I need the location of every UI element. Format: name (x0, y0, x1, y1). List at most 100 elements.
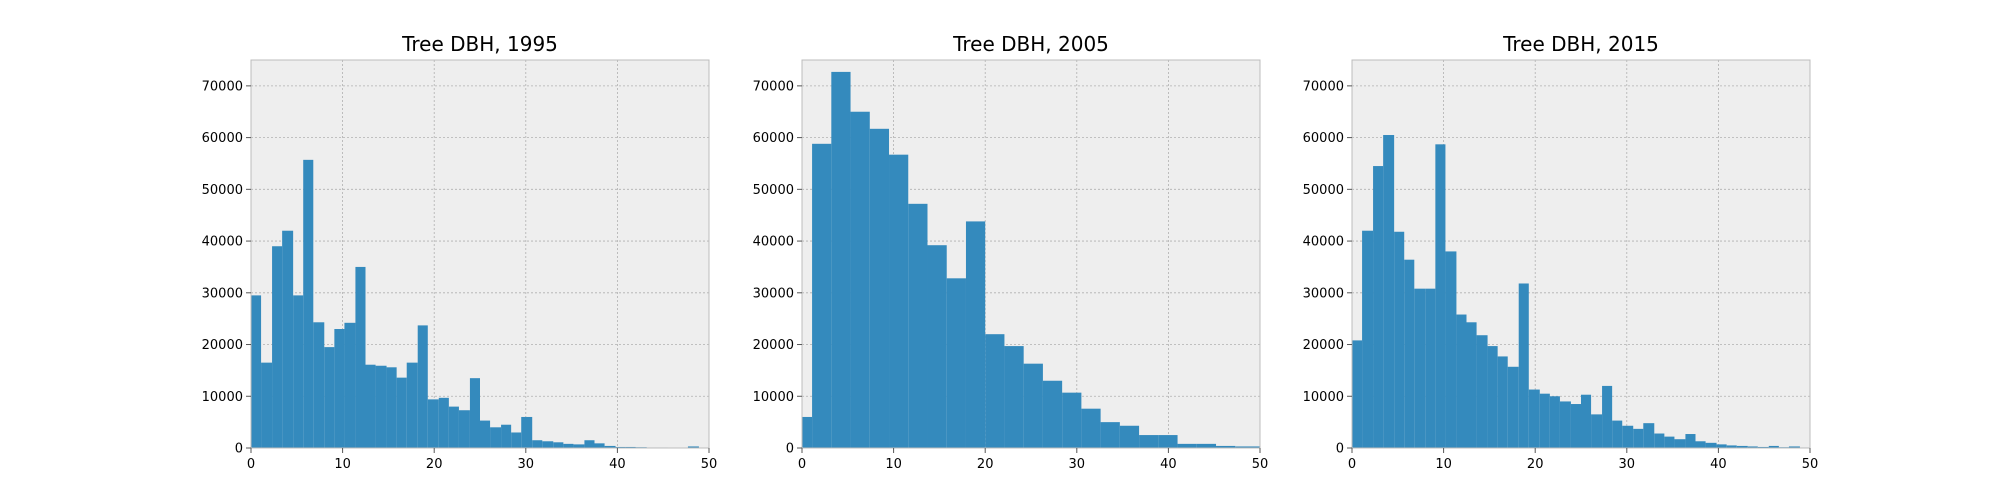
y-tick-label: 50000 (202, 183, 243, 198)
histogram-bar (1507, 366, 1519, 448)
histogram-bar (1788, 446, 1800, 448)
histogram-bar (282, 230, 294, 448)
histogram-bar (1685, 434, 1696, 448)
histogram-bar (521, 416, 533, 448)
histogram-bar (1425, 288, 1436, 448)
histogram-bar (1216, 445, 1236, 448)
histogram-bar (1414, 288, 1426, 448)
histogram-bar (448, 406, 459, 448)
histogram-bar (625, 446, 636, 448)
histogram-bar (480, 420, 491, 448)
histogram-bar (1559, 401, 1571, 448)
x-tick-label: 10 (885, 457, 902, 472)
histogram-bar (375, 365, 387, 448)
y-tick-label: 70000 (202, 79, 243, 94)
histogram-bar (355, 266, 366, 448)
y-tick-label: 30000 (753, 286, 794, 301)
histogram-bar (1612, 420, 1623, 448)
y-tick-label: 60000 (202, 131, 243, 146)
x-tick-label: 30 (1069, 457, 1086, 472)
y-tick-label: 20000 (202, 338, 243, 353)
histogram-bar (1373, 166, 1384, 448)
histogram-bar (406, 362, 418, 448)
x-tick-label: 40 (1710, 457, 1727, 472)
y-tick-label: 30000 (202, 286, 243, 301)
x-tick-label: 20 (1527, 457, 1544, 472)
histogram-bar (1196, 443, 1217, 448)
histogram-bar (1023, 363, 1043, 448)
histogram-bar (1705, 442, 1717, 448)
x-tick-label: 30 (1619, 457, 1636, 472)
histogram-bar (1456, 314, 1467, 448)
y-tick-label: 10000 (753, 390, 794, 405)
histogram-bar (1581, 394, 1592, 448)
histogram-bar (1004, 346, 1024, 448)
histogram-bar (1383, 135, 1395, 448)
histogram-bar (1768, 445, 1779, 448)
x-tick-label: 30 (518, 457, 535, 472)
histogram-bar (1528, 389, 1540, 448)
histogram-bar (261, 362, 273, 448)
histogram-bar (1643, 423, 1655, 448)
histogram-bar (965, 221, 986, 448)
histogram-bar (1445, 251, 1457, 448)
histogram-bar (594, 443, 605, 448)
x-tick-label: 20 (977, 457, 994, 472)
histogram-bar (1362, 230, 1374, 448)
histogram-bar (985, 334, 1005, 448)
histogram-bar (908, 203, 928, 448)
histogram-bar (946, 278, 966, 448)
y-tick-label: 40000 (753, 235, 794, 250)
histogram-bar (1062, 392, 1082, 448)
histogram-bar (615, 446, 626, 448)
histogram-bar (396, 377, 407, 448)
histogram-bar (511, 432, 522, 448)
y-tick-label: 0 (1336, 442, 1344, 457)
histogram-bar (831, 71, 851, 448)
x-tick-label: 50 (1802, 457, 1819, 472)
histogram-bar (889, 154, 909, 448)
y-tick-label: 50000 (1303, 183, 1344, 198)
x-tick-label: 40 (1160, 457, 1177, 472)
chart-title: Tree DBH, 2005 (952, 32, 1109, 56)
histogram-bar (1476, 335, 1488, 448)
y-tick-label: 70000 (753, 79, 794, 94)
histogram-bar (1654, 433, 1665, 448)
y-tick-label: 40000 (1303, 235, 1344, 250)
histogram-bar (1549, 396, 1560, 448)
histogram-bar (344, 322, 356, 448)
histogram-bar (1602, 385, 1613, 448)
histogram-bar (850, 111, 870, 448)
histogram-bar (1539, 393, 1550, 448)
x-tick-label: 50 (701, 457, 718, 472)
histogram-bar (1235, 446, 1260, 448)
histogram-bar (604, 445, 616, 448)
y-tick-label: 70000 (1303, 79, 1344, 94)
histogram-bar (417, 325, 428, 448)
axes-frame (1351, 59, 1811, 449)
histogram-bar (1591, 414, 1603, 448)
histogram-panel-1: 0 10 20 30 40 50 0 10000 20000 30000 40000 50000 600… (202, 32, 718, 472)
y-tick-label: 20000 (1303, 338, 1344, 353)
axes-frame (801, 59, 1261, 449)
x-tick-label: 40 (609, 457, 626, 472)
y-tick-label: 0 (786, 442, 794, 457)
histogram-bar (1695, 441, 1706, 448)
histogram-bar (1404, 259, 1415, 448)
histogram-panel-2: 0 10 20 30 40 50 0 10000 20000 30000 40000 50000 600… (753, 32, 1269, 472)
histogram-bar (927, 245, 947, 448)
histogram-bar (272, 246, 283, 448)
histogram-bar (386, 367, 397, 448)
histogram-bar (869, 128, 890, 448)
histogram-bar (802, 416, 813, 448)
histogram-bar (251, 295, 262, 448)
histogram-bar (438, 397, 449, 448)
histogram-bar (1757, 446, 1769, 448)
y-tick-label: 30000 (1303, 286, 1344, 301)
histogram-bar (563, 443, 574, 448)
histogram-bar (1674, 439, 1686, 448)
histogram-bar (293, 295, 304, 448)
histogram-bar (501, 424, 512, 448)
x-tick-label: 10 (334, 457, 351, 472)
